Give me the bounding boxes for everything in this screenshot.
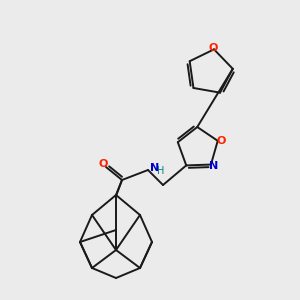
Text: N: N [150, 163, 159, 173]
Text: H: H [157, 166, 164, 176]
Text: O: O [216, 136, 225, 146]
Text: O: O [98, 159, 108, 169]
Text: O: O [208, 43, 218, 53]
Text: N: N [209, 160, 219, 170]
